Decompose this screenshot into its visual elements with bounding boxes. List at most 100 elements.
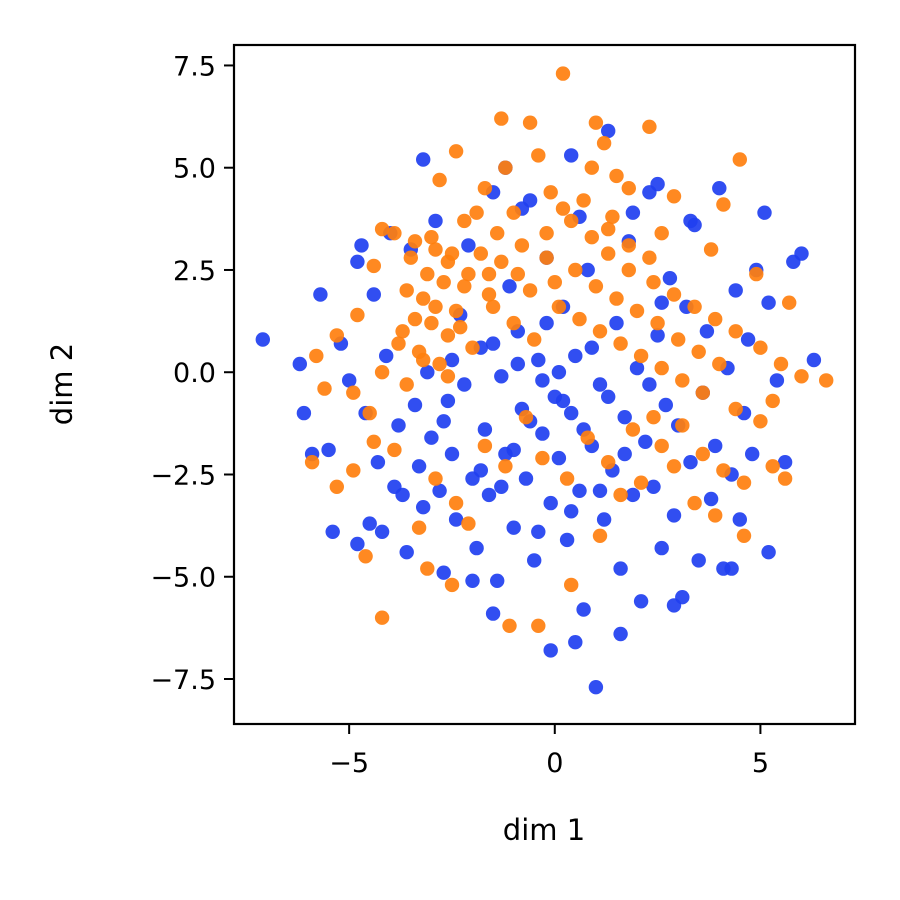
scatter-point-series-2 [374,365,390,380]
scatter-point-series-1 [416,152,431,167]
scatter-point-series-1 [494,369,509,384]
scatter-point-series-2 [448,495,464,511]
scatter-point-series-1 [703,491,719,507]
scatter-point-series-2 [592,528,608,543]
scatter-point-series-2 [601,221,616,237]
scatter-point-series-2 [350,307,365,323]
scatter-point-series-1 [255,332,270,347]
scatter-point-series-1 [638,434,653,449]
scatter-point-series-1 [354,238,369,253]
x-axis-ticks: −5 0 5 [329,724,769,779]
x-axis-label: dim 1 [503,813,585,847]
x-tick-label: 0 [546,748,563,779]
scatter-point-series-2 [506,315,521,331]
scatter-point-series-2 [522,283,538,298]
scatter-point-series-1 [588,680,604,695]
scatter-point-series-1 [806,352,822,368]
scatter-point-series-1 [650,328,665,343]
x-tick-label: 5 [752,748,769,779]
scatter-point-series-2 [453,320,468,335]
scatter-point-series-2 [469,205,484,220]
scatter-point-series-2 [506,205,521,220]
plot-frame [232,43,857,726]
scatter-point-series-1 [477,422,493,437]
scatter-point-series-1 [596,512,612,527]
scatter-point-series-2 [304,455,320,470]
scatter-point-series-2 [457,213,472,229]
scatter-point-series-2 [712,356,727,372]
scatter-point-series-2 [687,299,702,314]
scatter-point-series-1 [625,487,641,503]
scatter-point-series-2 [765,459,780,474]
scatter-point-series-1 [420,365,435,380]
scatter-point-series-2 [428,299,443,314]
scatter-point-series-1 [535,373,550,388]
scatter-point-series-2 [346,463,361,478]
scatter-point-series-1 [794,246,809,261]
scatter-point-series-2 [765,393,780,409]
scatter-point-series-1 [436,565,451,580]
scatter-point-series-2 [596,136,612,151]
scatter-point-series-2 [580,430,595,445]
scatter-point-series-2 [576,193,591,208]
scatter-point-series-1 [440,393,456,409]
scatter-point-series-1 [432,483,447,498]
scatter-point-series-2 [465,340,480,355]
scatter-point-series-1 [662,271,678,286]
scatter-point-series-1 [399,545,414,560]
scatter-point-series-2 [440,328,456,343]
scatter-point-series-2 [708,508,723,523]
scatter-point-series-2 [374,610,390,625]
scatter-point-series-2 [642,119,657,134]
scatter-point-series-2 [539,250,554,265]
scatter-point-series-2 [518,410,534,425]
scatter-point-series-2 [601,246,616,261]
scatter-point-series-2 [782,295,797,310]
y-tick-label: −5.0 [150,563,216,594]
scatter-point-series-2 [366,434,381,449]
scatter-point-series-2 [666,189,682,204]
scatter-point-series-1 [633,594,649,609]
y-axis-ticks: −7.5 −5.0 −2.5 0.0 2.5 5.0 7.5 [150,51,234,696]
scatter-point-series-1 [457,377,472,392]
scatter-point-series-2 [572,311,587,327]
scatter-point-series-2 [444,246,460,261]
scatter-point-series-2 [703,242,719,257]
scatter-point-series-1 [531,524,546,539]
scatter-point-series-2 [420,561,435,576]
scatter-point-series-2 [440,369,456,384]
scatter-point-series-1 [564,405,579,421]
scatter-point-series-1 [699,324,715,339]
scatter-point-series-2 [498,459,513,474]
scatter-point-series-2 [666,287,682,302]
scatter-point-series-2 [605,209,620,224]
scatter-point-series-2 [613,487,628,503]
scatter-point-series-1 [601,389,616,404]
scatter-point-series-2 [432,356,447,372]
scatter-point-series-2 [473,246,488,261]
scatter-point-series-2 [675,418,690,433]
scatter-point-series-1 [350,536,365,552]
scatter-point-series-2 [650,315,665,331]
scatter-point-series-2 [522,115,538,130]
scatter-point-series-1 [559,532,575,548]
scatter-point-series-1 [416,500,431,515]
scatter-point-series-2 [654,360,669,376]
scatter-point-series-2 [592,324,608,339]
scatter-point-series-2 [424,315,439,331]
scatter-point-series-1 [613,561,628,576]
scatter-point-series-2 [642,250,657,265]
scatter-point-series-1 [531,352,546,368]
scatter-point-series-1 [313,287,328,302]
scatter-point-series-2 [654,438,669,454]
scatter-point-series-2 [362,405,377,421]
scatter-point-series-1 [411,459,427,474]
scatter-point-series-2 [666,459,682,474]
y-axis-label: dim 2 [45,343,79,425]
scatter-point-series-1 [370,455,386,470]
scatter-point-series-1 [646,479,661,494]
scatter-point-series-2 [716,197,731,212]
scatter-point-series-2 [732,152,747,167]
